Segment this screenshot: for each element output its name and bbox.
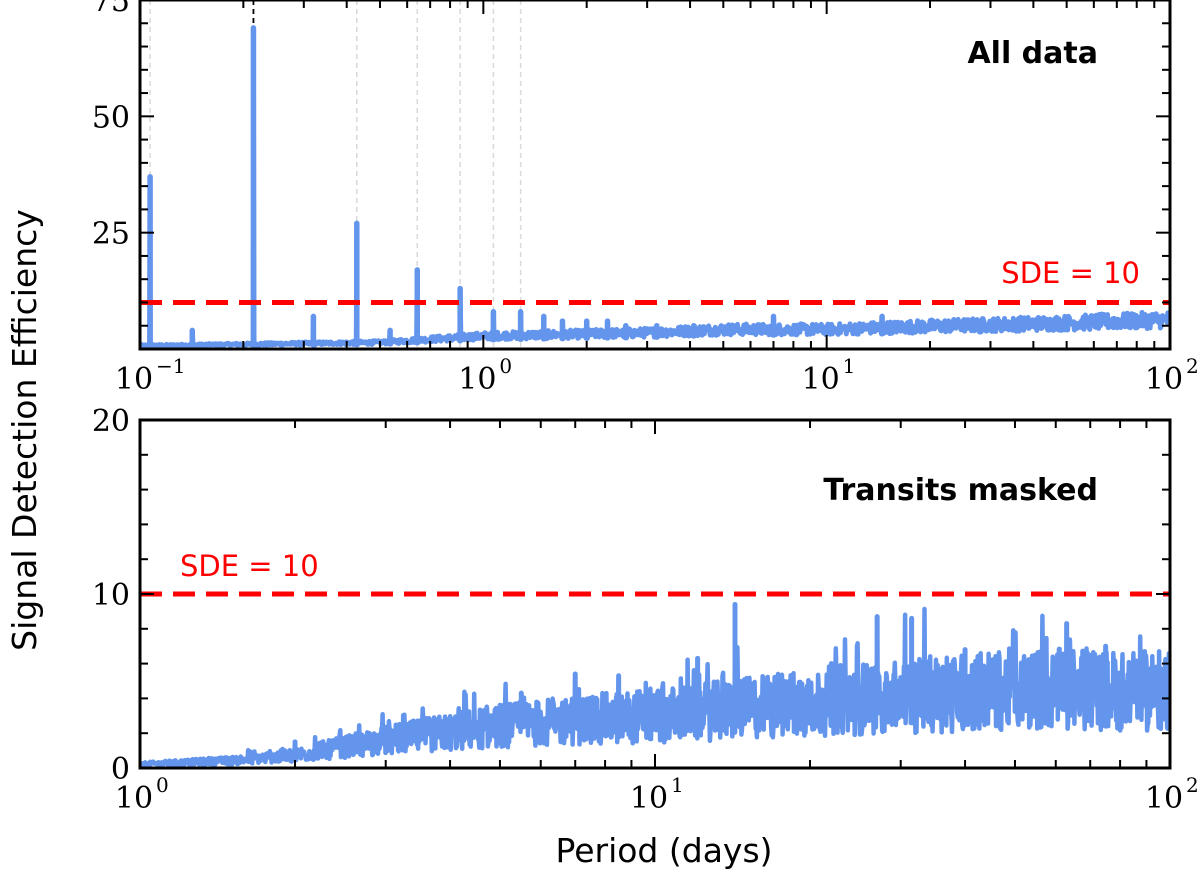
x-tick-base: 10 xyxy=(802,362,840,397)
x-tick-exponent: 0 xyxy=(156,773,169,797)
x-tick-exponent: 2 xyxy=(1186,773,1199,797)
x-tick-base: 10 xyxy=(115,781,153,816)
x-tick-exponent: 1 xyxy=(843,354,856,378)
sde-series-line xyxy=(140,602,1170,768)
x-tick-label-1: 10 0 xyxy=(115,773,169,816)
x-tick-exponent: −1 xyxy=(156,354,185,378)
y-tick-label-2: 50 xyxy=(92,100,130,135)
x-tick-exponent: 2 xyxy=(1186,354,1199,378)
x-tick-label-1: 10 −1 xyxy=(115,354,186,397)
x-tick-base: 10 xyxy=(1145,362,1183,397)
top-panel-title: All data xyxy=(967,36,1098,71)
y-axis-label: Signal Detection Efficiency xyxy=(5,209,44,651)
x-tick-exponent: 1 xyxy=(671,773,684,797)
x-tick-label-4: 10 2 xyxy=(1145,354,1199,397)
y-tick-label-3: 75 xyxy=(92,0,130,19)
x-tick-base: 10 xyxy=(115,362,153,397)
y-tick-label-1: 0 xyxy=(111,752,130,787)
sde-series-line xyxy=(140,25,1170,349)
x-tick-label-3: 10 1 xyxy=(802,354,856,397)
x-tick-base: 10 xyxy=(1145,781,1183,816)
x-axis-label: Period (days) xyxy=(555,831,772,870)
x-tick-base: 10 xyxy=(630,781,668,816)
x-tick-exponent: 0 xyxy=(499,354,512,378)
y-tick-label-2: 10 xyxy=(92,578,130,613)
bottom-panel-title: Transits masked xyxy=(823,473,1098,508)
top-threshold-label: SDE = 10 xyxy=(1001,256,1140,290)
bottom-threshold-label: SDE = 10 xyxy=(180,549,319,583)
x-tick-label-2: 10 0 xyxy=(458,354,512,397)
y-tick-label-1: 25 xyxy=(92,217,130,252)
x-tick-label-3: 10 2 xyxy=(1145,773,1199,816)
x-tick-label-2: 10 1 xyxy=(630,773,684,816)
x-tick-base: 10 xyxy=(458,362,496,397)
plot-area xyxy=(140,0,1170,349)
axes-frame xyxy=(138,0,1172,351)
y-tick-label-3: 20 xyxy=(92,404,130,439)
plot-area xyxy=(140,591,1170,768)
